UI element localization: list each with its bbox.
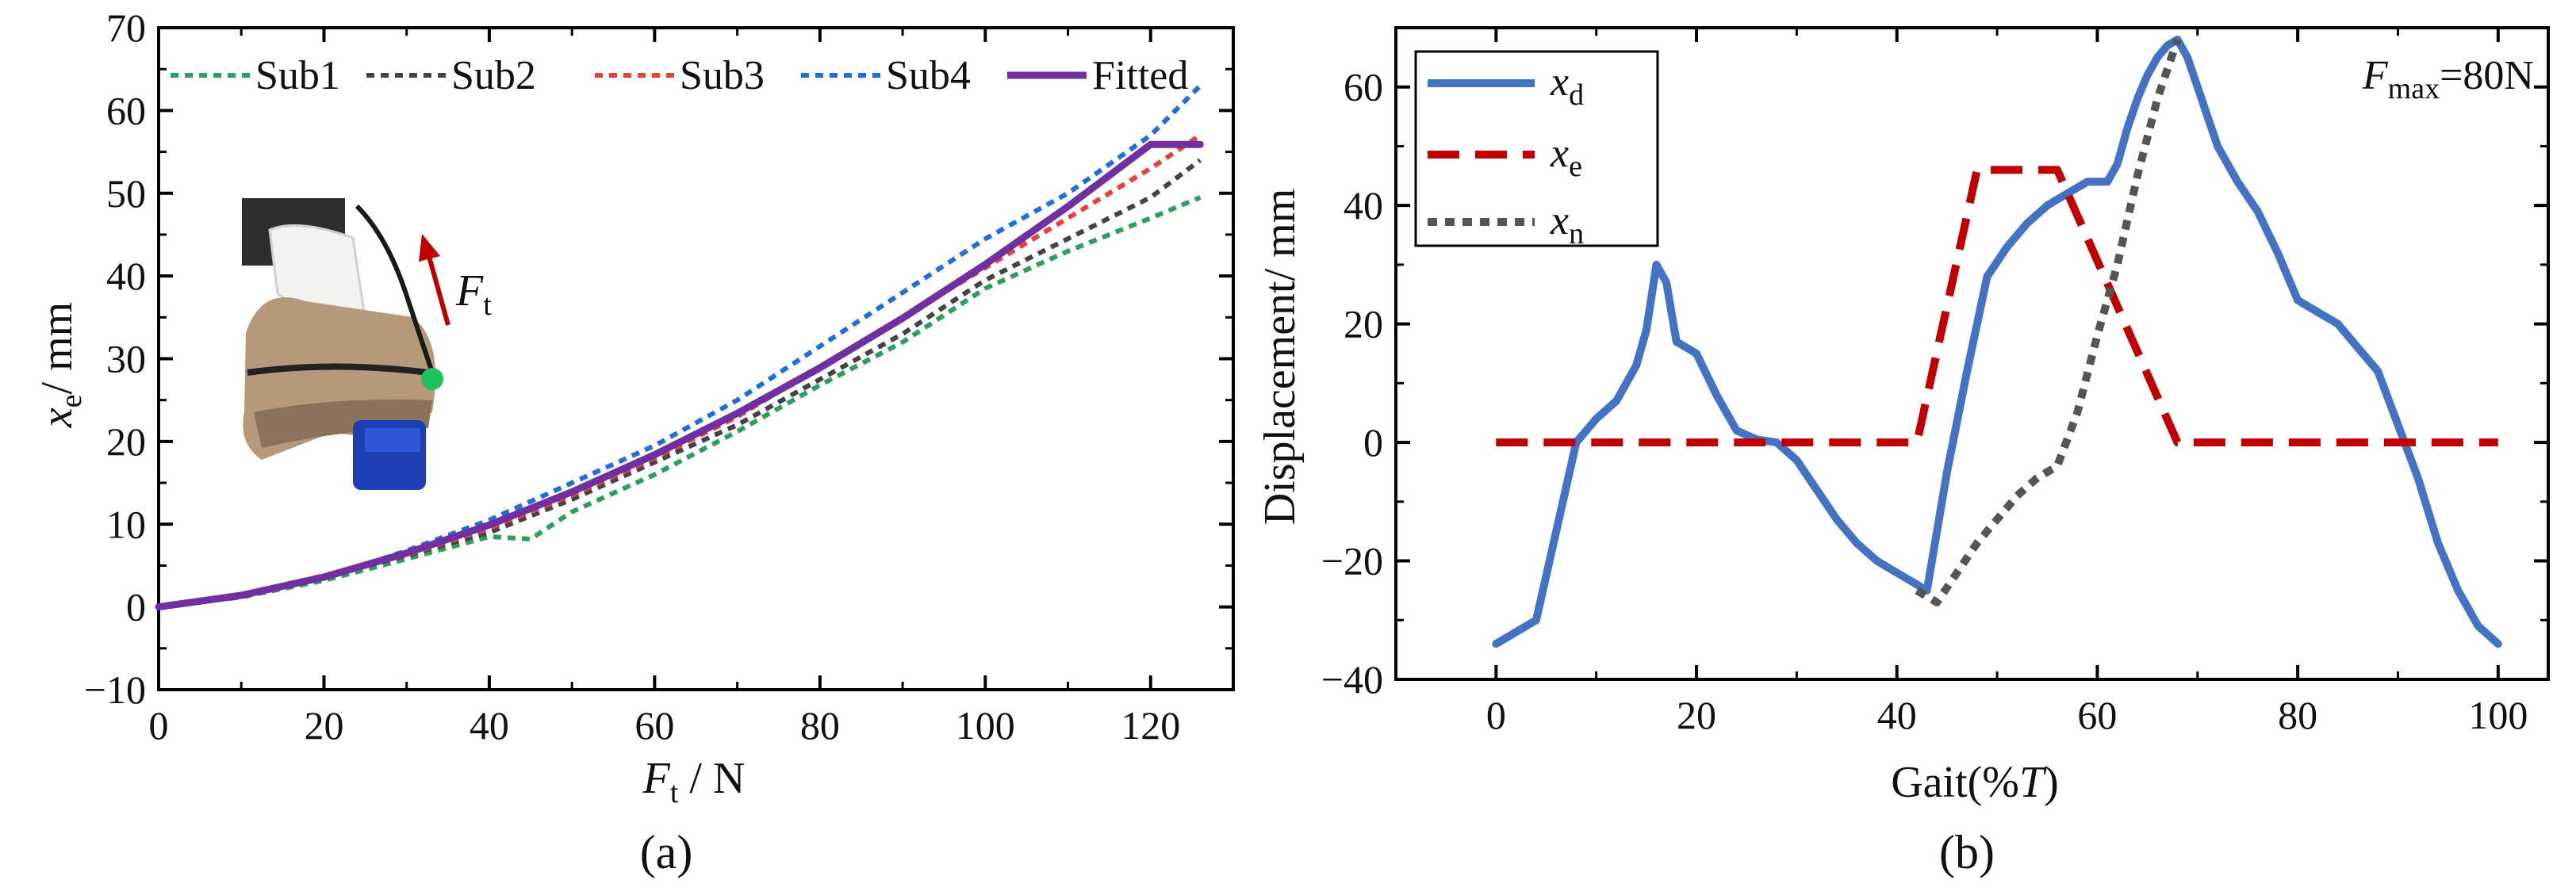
x-tick-label: 20 (1677, 693, 1716, 737)
anchor-point-icon (421, 368, 443, 390)
y-tick-label: 10 (106, 502, 146, 546)
legend-item-sub3: Sub3 (595, 53, 765, 98)
series-line-0 (1492, 35, 2502, 648)
x-tick-label: 80 (800, 703, 840, 748)
y-tick-label: 40 (1344, 183, 1383, 228)
legend-label: Fitted (1092, 53, 1188, 98)
series-line-3 (158, 83, 1202, 610)
legend-label: Sub1 (255, 53, 340, 98)
y-tick-label: 40 (106, 254, 146, 298)
series-line-1 (158, 158, 1202, 610)
legend-label: xn (1550, 198, 1584, 251)
legend-item-xd: xd (1428, 59, 1584, 112)
legend-item-sub4: Sub4 (801, 53, 971, 98)
force-arrow-icon (426, 253, 450, 326)
x-tick-label: 80 (2278, 693, 2317, 737)
y-tick-label: 60 (1344, 65, 1383, 109)
y-tick-label: −40 (1321, 657, 1383, 702)
y-tick-label: 0 (126, 585, 146, 629)
foot-photo-inset: Ft (242, 198, 492, 490)
y-tick-label: 20 (1344, 302, 1383, 346)
series-line-1 (1496, 166, 2498, 447)
x-tick-label: 20 (304, 703, 343, 748)
legend-label: xe (1550, 131, 1582, 183)
x-axis-label-a: Ft / N (642, 754, 746, 809)
series-line-2 (1915, 38, 2182, 606)
y-tick-label: 50 (106, 171, 146, 216)
inset-force-label: Ft (455, 266, 492, 322)
x-tick-label: 0 (149, 703, 169, 748)
plot-area-b (1394, 26, 2550, 681)
legend-item-fitted: Fitted (1007, 53, 1188, 98)
legend-label: xd (1550, 59, 1584, 112)
x-tick-label: 40 (470, 703, 509, 748)
y-tick-label: 20 (106, 419, 146, 464)
y-axis-label-b: Displacement/ mm (1255, 189, 1305, 526)
x-tick-label: 60 (2077, 693, 2117, 737)
series-line-0 (158, 195, 1202, 610)
legend-label: Sub3 (680, 53, 765, 98)
panel-label-a: (a) (640, 826, 693, 878)
y-tick-label: −20 (1321, 539, 1383, 583)
y-axis-label-a: xe/ mm (33, 302, 88, 428)
series-line-4 (155, 140, 1204, 611)
panel-label-b: (b) (1939, 826, 1995, 878)
panel-b: −40 −20 0 20 40 60 0 20 40 60 80 100 xd xe xn Fmax… (1255, 26, 2550, 878)
legend-b: xd xe xn (1414, 50, 1659, 251)
legend-item-sub1: Sub1 (171, 53, 340, 98)
x-tick-label: 100 (956, 703, 1015, 748)
y-tick-label: 0 (1363, 420, 1383, 465)
y-tick-label: 70 (106, 6, 146, 50)
legend-item-xe: xe (1428, 131, 1582, 183)
x-tick-label: 0 (1486, 693, 1506, 737)
x-tick-label: 100 (2468, 693, 2528, 737)
x-tick-label: 40 (1877, 693, 1917, 737)
legend-item-xn: xn (1428, 198, 1584, 251)
x-tick-label: 120 (1121, 703, 1180, 748)
x-axis-label-b: Gait(%T) (1891, 758, 2059, 807)
y-tick-label: 60 (106, 88, 146, 132)
legend-item-sub2: Sub2 (366, 53, 536, 98)
x-tick-label: 60 (634, 703, 674, 748)
legend-label: Sub4 (886, 53, 971, 98)
legend-a: Sub1 Sub2 Sub3 Sub4 Fitted (171, 53, 1188, 98)
y-tick-label: −10 (84, 667, 146, 712)
legend-label: Sub2 (451, 53, 536, 98)
y-tick-label: 30 (106, 337, 146, 381)
fmax-annotation: Fmax=80N (2362, 53, 2534, 105)
